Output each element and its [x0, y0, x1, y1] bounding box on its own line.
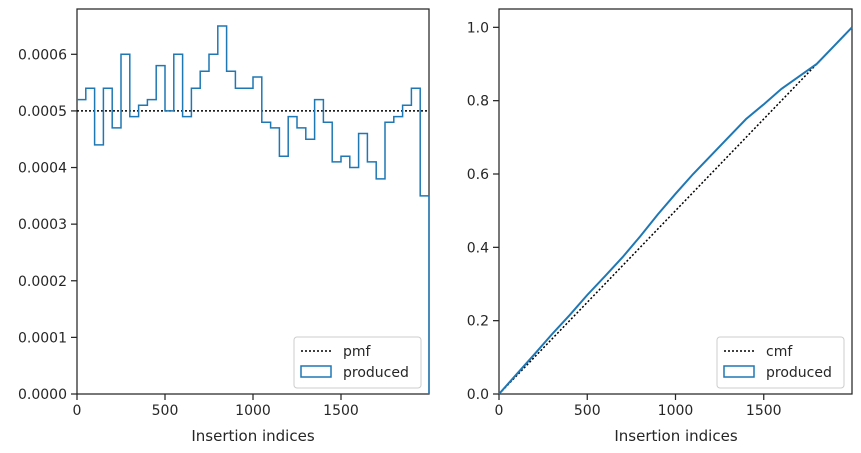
cmf-x-tick-label: 1500 — [746, 403, 782, 419]
cmf-x-axis-label: Insertion indices — [614, 427, 737, 445]
pmf-y-tick-label: 0.0004 — [18, 161, 67, 177]
produced-legend-swatch — [300, 365, 332, 378]
pmf-x-tick-label: 1000 — [235, 403, 271, 419]
cmf-ticks: 0 500 1000 1500 0.0 0.2 0.4 0.6 0.8 1.0 — [467, 20, 782, 419]
produced-legend-label: produced — [343, 365, 409, 381]
pmf-y-tick-label: 0.0005 — [18, 104, 67, 120]
cmf-legend-label: cmf — [766, 344, 793, 360]
pmf-y-tick-label: 0.0006 — [18, 47, 67, 63]
pmf-y-tick-label: 0.0000 — [18, 387, 67, 403]
pmf-y-tick-label: 0.0001 — [18, 330, 67, 346]
cmf-reference-line — [498, 26, 853, 395]
cmf-y-tick-label: 1.0 — [467, 20, 489, 36]
cmf-panel: 0 500 1000 1500 0.0 0.2 0.4 0.6 0.8 1.0 Insertion… — [467, 8, 853, 445]
cmf-y-tick-label: 0.2 — [467, 314, 489, 330]
pmf-panel: 0 500 1000 1500 0.0000 0.0001 0.0002 0.0003 0.00… — [18, 8, 430, 445]
pmf-x-tick-label: 0 — [73, 403, 82, 419]
pmf-x-tick-label: 500 — [152, 403, 179, 419]
produced-cumulative-line — [498, 26, 853, 395]
produced-histogram — [77, 25, 430, 394]
cmf-x-tick-label: 0 — [495, 403, 504, 419]
produced-legend-label-right: produced — [766, 365, 832, 381]
cmf-legend: cmf produced — [716, 336, 845, 389]
cmf-y-tick-label: 0.8 — [467, 94, 489, 110]
cmf-axes-frame — [498, 8, 853, 395]
cmf-legend-box — [716, 336, 845, 389]
cmf-y-tick-label: 0.4 — [467, 240, 489, 256]
pmf-x-tick-label: 1500 — [323, 403, 359, 419]
pmf-legend-label: pmf — [343, 344, 372, 360]
pmf-ticks: 0 500 1000 1500 0.0000 0.0001 0.0002 0.0003 0.00… — [18, 47, 359, 419]
pmf-legend-box — [293, 336, 422, 389]
pmf-legend: pmf produced — [293, 336, 422, 389]
pmf-y-tick-label: 0.0003 — [18, 217, 67, 233]
cmf-x-tick-label: 500 — [574, 403, 601, 419]
produced-legend-swatch-right — [723, 365, 755, 378]
pmf-y-tick-label: 0.0002 — [18, 274, 67, 290]
cmf-x-tick-label: 1000 — [658, 403, 694, 419]
cmf-y-tick-label: 0.0 — [467, 387, 489, 403]
cmf-y-tick-label: 0.6 — [467, 167, 489, 183]
pmf-x-axis-label: Insertion indices — [191, 427, 314, 445]
